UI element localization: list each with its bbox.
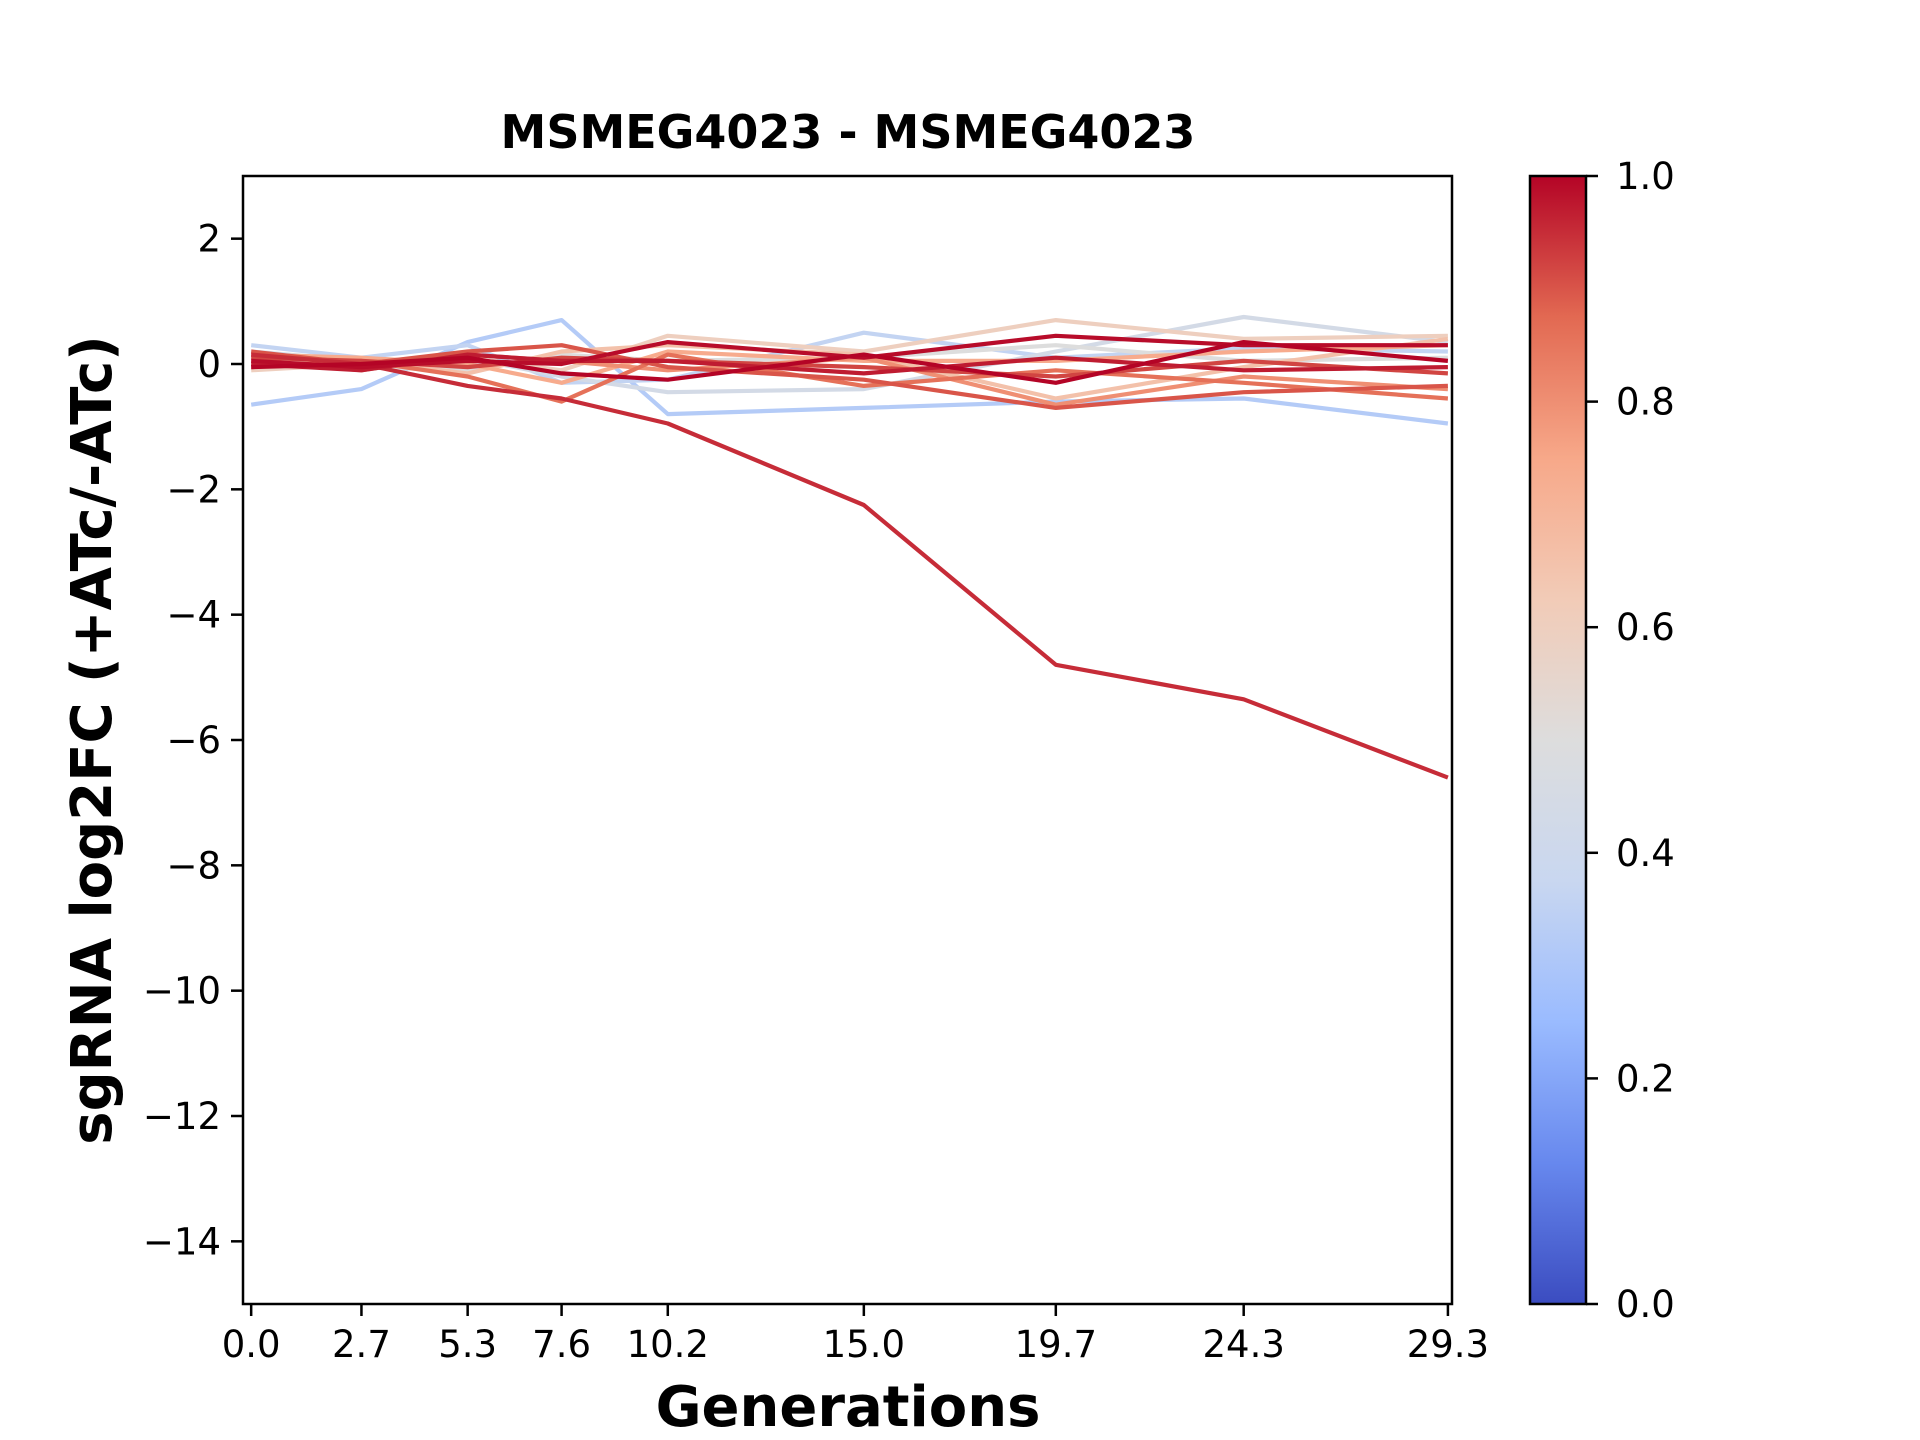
y-tick-label: −12	[143, 1095, 221, 1138]
colorbar	[1528, 174, 1588, 1306]
y-axis-label: sgRNA log2FC (+ATc/-ATc)	[60, 335, 125, 1145]
x-tick-label: 10.2	[627, 1323, 709, 1366]
x-tick-label: 24.3	[1202, 1323, 1284, 1366]
x-tick-label: 29.3	[1407, 1323, 1489, 1366]
series-line-12	[251, 352, 1449, 780]
y-tick-label: −10	[143, 970, 221, 1013]
x-axis-label: Generations	[656, 1375, 1041, 1440]
colorbar-tick-label: 1.0	[1616, 155, 1675, 198]
series-layer	[250, 314, 1449, 780]
y-tick-label: 0	[197, 343, 221, 386]
colorbar-tick-label: 0.0	[1616, 1283, 1675, 1326]
colorbar-tick-label: 0.6	[1616, 606, 1675, 649]
y-tick-label: −6	[166, 719, 221, 762]
x-tick-label: 15.0	[823, 1323, 905, 1366]
x-tick-label: 5.3	[438, 1323, 497, 1366]
series-line-14	[251, 333, 1448, 370]
y-tick-label: −4	[166, 594, 221, 637]
x-tick-label: 7.6	[532, 1323, 591, 1366]
colorbar-ticks: 0.0 0.2 0.4 0.6 0.8 1.0	[1586, 155, 1675, 1326]
y-tick-label: −2	[166, 468, 221, 511]
y-axis-ticks: 2 0 −2 −4 −6 −8 −10 −12 −14	[143, 218, 243, 1263]
x-tick-label: 19.7	[1015, 1323, 1097, 1366]
x-tick-label: 0.0	[222, 1323, 281, 1366]
y-tick-label: −14	[143, 1220, 221, 1263]
series-line-15	[251, 340, 1449, 385]
y-tick-label: −8	[166, 844, 221, 887]
x-axis-ticks: 0.0 2.7 5.3 7.6 10.2 15.0 19.7 24.3 29.3	[222, 1304, 1489, 1366]
y-tick-label: 2	[197, 218, 221, 261]
chart-title: MSMEG4023 - MSMEG4023	[501, 105, 1196, 159]
colorbar-tick-label: 0.4	[1616, 832, 1675, 875]
colorbar-tick-label: 0.8	[1616, 381, 1675, 424]
colorbar-tick-label: 0.2	[1616, 1057, 1675, 1100]
x-tick-label: 2.7	[332, 1323, 391, 1366]
